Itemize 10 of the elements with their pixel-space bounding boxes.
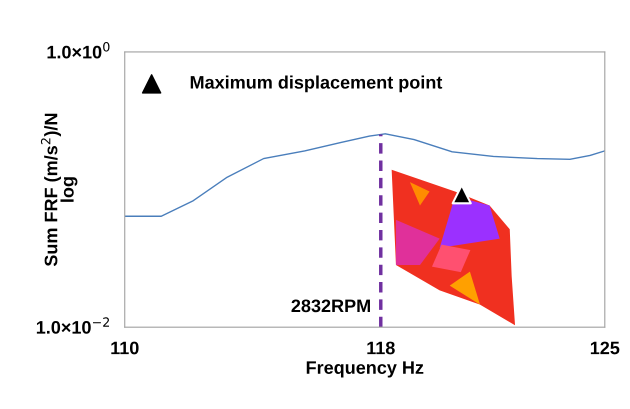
line-series <box>124 133 605 217</box>
x-tick-label: 110 <box>111 342 139 354</box>
x-tick-label: 125 <box>590 342 620 354</box>
x-tick-label: 118 <box>367 342 395 354</box>
x-axis-title: Frequency Hz <box>306 361 424 378</box>
annotation: Maximum displacement point <box>190 75 442 92</box>
ref-line-label: 2832RPM <box>292 299 370 312</box>
text: Sum FRF (m/s$^{2}$)/N log <box>40 114 78 266</box>
y-tick-label: 1.0×10$^{0}$ <box>48 42 110 59</box>
y-tick-label: 1.0×10$^{−2}$ <box>36 317 110 334</box>
